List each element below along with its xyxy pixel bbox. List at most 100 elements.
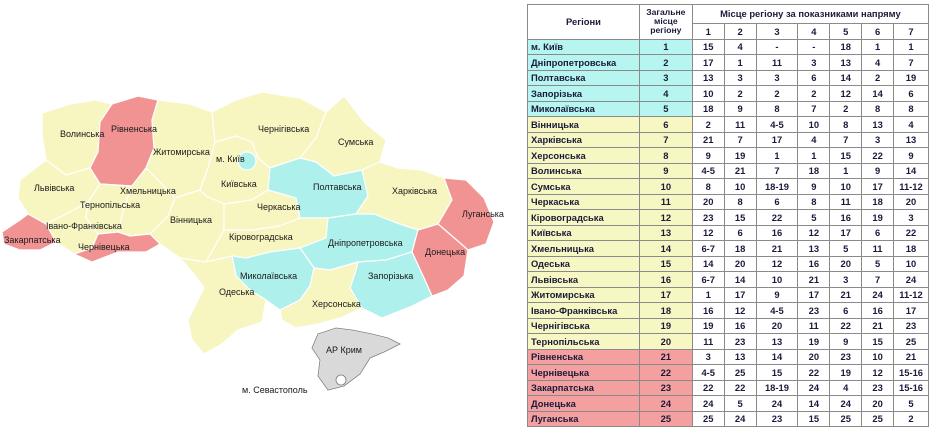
table-row: Тернопільська 20 11 23 13 19 9 15 25 [527, 333, 929, 350]
label-sevastopol: м. Севастополь [242, 385, 308, 395]
label-lvivska: Львівська [34, 183, 75, 193]
direction-rank-cell: 1 [755, 147, 799, 164]
table-row: Луганська 25 25 24 23 15 25 25 2 [527, 410, 929, 427]
direction-rank-cell: 16 [723, 317, 757, 334]
direction-rank-cell: 1 [723, 54, 757, 71]
direction-rank-cell: 4 [861, 54, 895, 71]
label-volynska: Волинська [60, 129, 105, 139]
direction-rank-cell: 21 [691, 131, 725, 148]
region-khersonska[interactable] [279, 261, 363, 329]
direction-rank-cell: 13 [755, 333, 799, 350]
region-name-cell: Полтавська [527, 69, 640, 86]
label-kyivska: Київська [221, 179, 257, 189]
overall-rank-cell: 12 [638, 209, 693, 226]
direction-rank-cell: 17 [691, 54, 725, 71]
direction-rank-cell: 7 [797, 100, 831, 117]
direction-rank-cell: 18 [893, 240, 929, 257]
direction-rank-cell: 11 [797, 317, 831, 334]
label-khersonska: Херсонська [312, 299, 361, 309]
direction-rank-cell: 1 [861, 38, 895, 55]
region-name-cell: Чернігівська [527, 317, 640, 334]
direction-rank-cell: 4 [797, 131, 831, 148]
direction-rank-cell: 6 [723, 224, 757, 241]
direction-rank-cell: 22 [893, 224, 929, 241]
direction-rank-cell: 18 [797, 162, 831, 179]
direction-rank-cell: 5 [829, 240, 863, 257]
direction-rank-cell: 7 [723, 131, 757, 148]
direction-rank-cell: 25 [893, 333, 929, 350]
overall-rank-cell: 21 [638, 348, 693, 365]
overall-rank-cell: 9 [638, 162, 693, 179]
direction-rank-cell: 9 [691, 147, 725, 164]
direction-rank-cell: 12 [755, 255, 799, 272]
direction-rank-cell: 21 [829, 286, 863, 303]
direction-rank-cell: 14 [893, 162, 929, 179]
direction-rank-cell: 16 [797, 255, 831, 272]
region-name-cell: Чернівецька [527, 364, 640, 381]
overall-rank-cell: 23 [638, 379, 693, 396]
direction-rank-cell: 7 [861, 271, 895, 288]
crimea-outline [311, 327, 401, 391]
direction-rank-cell: 4 [723, 38, 757, 55]
label-ivano-frankivska: Івано-Франківська [46, 221, 122, 231]
region-name-cell: Черкаська [527, 193, 640, 210]
direction-rank-cell: 11 [723, 116, 757, 133]
region-luhanska[interactable] [437, 177, 495, 251]
region-zakarpatska[interactable] [1, 213, 57, 251]
direction-rank-cell: 3 [829, 271, 863, 288]
table-row: Хмельницька 14 6-7 18 21 13 5 11 18 [527, 240, 929, 257]
direction-rank-cell: 14 [755, 348, 799, 365]
region-name-cell: Запорізька [527, 85, 640, 102]
direction-rank-cell: 12 [797, 224, 831, 241]
direction-rank-cell: 9 [893, 147, 929, 164]
direction-rank-cell: 6-7 [691, 271, 725, 288]
table-row: Київська 13 12 6 16 12 17 6 22 [527, 224, 929, 241]
direction-rank-cell: 3 [691, 348, 725, 365]
region-name-cell: Волинська [527, 162, 640, 179]
direction-rank-cell: 13 [893, 131, 929, 148]
table-row: м. Київ 1 15 4- -18 1 1 [527, 38, 929, 55]
header-col-6: 6 [861, 23, 895, 40]
label-sumska: Сумська [338, 137, 374, 147]
region-chernivetska[interactable] [73, 231, 161, 263]
direction-rank-cell: 15 [723, 209, 757, 226]
table-row: Рівненська 21 3 13 14 20 23 10 21 [527, 348, 929, 365]
direction-rank-cell: 20 [723, 255, 757, 272]
direction-rank-cell: 10 [893, 255, 929, 272]
direction-rank-cell: 24 [755, 395, 799, 412]
overall-rank-cell: 6 [638, 116, 693, 133]
direction-rank-cell: 13 [861, 116, 895, 133]
overall-rank-cell: 13 [638, 224, 693, 241]
overall-rank-cell: 8 [638, 147, 693, 164]
direction-rank-cell: 10 [861, 348, 895, 365]
direction-rank-cell: 12 [861, 364, 895, 381]
direction-rank-cell: 2 [723, 85, 757, 102]
direction-rank-cell: 3 [893, 209, 929, 226]
overall-rank-cell: 24 [638, 395, 693, 412]
direction-rank-cell: 19 [723, 147, 757, 164]
direction-rank-cell: 6 [861, 224, 895, 241]
region-kyiv-city[interactable] [237, 151, 257, 171]
direction-rank-cell: 16 [861, 302, 895, 319]
region-name-cell: Рівненська [527, 348, 640, 365]
overall-rank-cell: 25 [638, 410, 693, 427]
direction-rank-cell: 12 [829, 85, 863, 102]
direction-rank-cell: 20 [893, 193, 929, 210]
table-row: Чернігівська 19 19 16 20 11 22 21 23 [527, 317, 929, 334]
direction-rank-cell: 1 [691, 286, 725, 303]
direction-rank-cell: 10 [829, 178, 863, 195]
direction-rank-cell: 5 [797, 209, 831, 226]
header-col-5: 5 [829, 23, 863, 40]
region-odeska[interactable] [179, 255, 267, 355]
direction-rank-cell: 9 [755, 286, 799, 303]
direction-rank-cell: 13 [797, 240, 831, 257]
direction-rank-cell: 14 [723, 271, 757, 288]
region-name-cell: Одеська [527, 255, 640, 272]
direction-rank-cell: 11 [755, 54, 799, 71]
region-name-cell: Львівська [527, 271, 640, 288]
direction-rank-cell: 19 [797, 333, 831, 350]
direction-rank-cell: 13 [691, 69, 725, 86]
direction-rank-cell: 8 [893, 100, 929, 117]
region-name-cell: Закарпатська [527, 379, 640, 396]
overall-rank-cell: 4 [638, 85, 693, 102]
